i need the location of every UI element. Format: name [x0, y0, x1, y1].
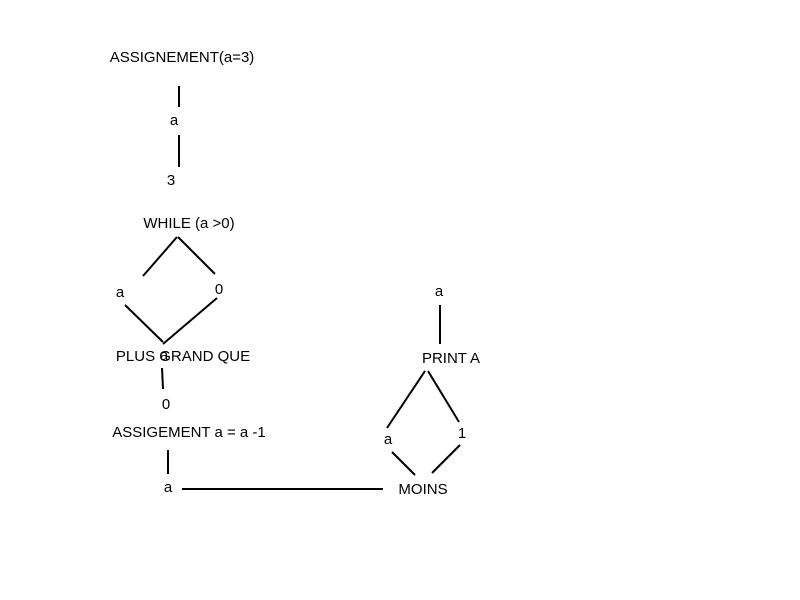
compare-node: PLUS GRAND QUE [115, 348, 251, 365]
compare-overlap-node: a [159, 347, 169, 364]
edge-print-right [427, 370, 460, 423]
edge-minus-left [391, 451, 416, 476]
print-node: PRINT A [421, 350, 481, 367]
print-var-node: a [434, 283, 444, 300]
compare-child-node: 0 [161, 396, 171, 413]
decrement-node: ASSIGEMENT a = a -1 [112, 424, 266, 441]
edge-minus-right [431, 444, 461, 474]
edge-while-right [177, 236, 216, 275]
edge-left-to-compare [124, 304, 164, 343]
edge-compare-to-child [161, 367, 164, 390]
while-left-node: a [115, 284, 125, 301]
decrement-var-node: a [163, 479, 173, 496]
while-node: WHILE (a >0) [143, 215, 235, 232]
minus-left-node: a [383, 431, 393, 448]
assignment-value-node: 3 [166, 172, 176, 189]
edge-print-left [386, 370, 426, 429]
edge-while-left [142, 236, 178, 277]
while-right-node: 0 [214, 281, 224, 298]
edge-right-to-compare [162, 297, 218, 345]
minus-node: MOINS [398, 481, 448, 498]
minus-right-node: 1 [457, 425, 467, 442]
assignment-var-node: a [169, 112, 179, 129]
assignment-node: ASSIGNEMENT(a=3) [109, 49, 255, 66]
